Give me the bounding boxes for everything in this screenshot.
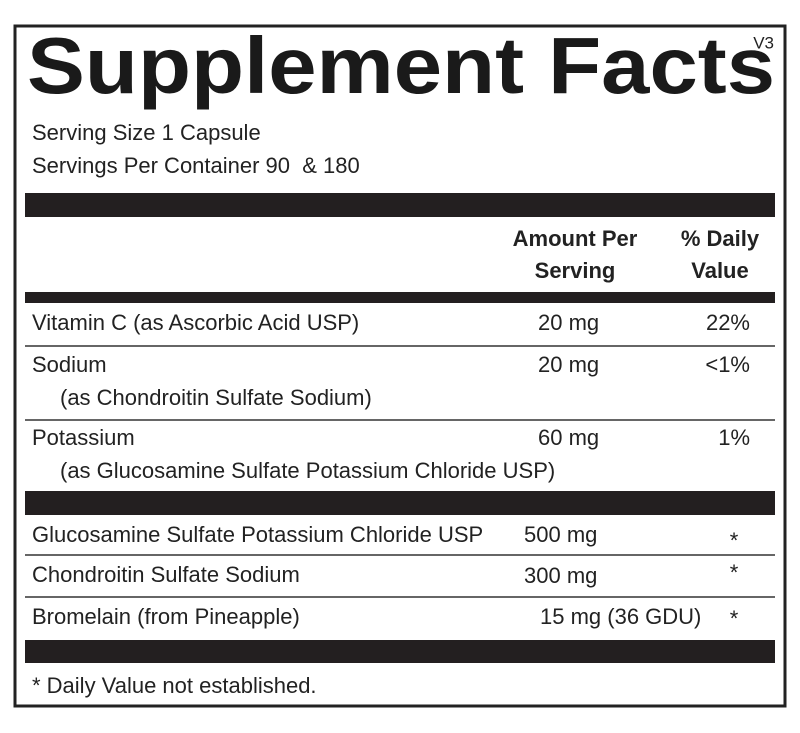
nutrient-source: (as Glucosamine Sulfate Potassium Chlori… — [60, 458, 555, 483]
divider-bar — [25, 193, 775, 217]
footnote: * Daily Value not established. — [32, 673, 317, 698]
version: V3 — [753, 33, 774, 52]
label-border — [13, 24, 787, 708]
ingredient-name: Chondroitin Sulfate Sodium — [32, 562, 300, 587]
nutrient-source: (as Chondroitin Sulfate Sodium) — [60, 385, 372, 410]
column-header: % Daily — [681, 226, 760, 251]
amount: 500 mg — [524, 522, 597, 547]
daily-value: * — [730, 528, 739, 553]
title: Supplement Facts — [27, 21, 775, 110]
amount: 15 mg (36 GDU) — [540, 604, 701, 629]
amount: 60 mg — [538, 425, 599, 450]
amount: 300 mg — [524, 563, 597, 588]
divider-bar — [25, 292, 775, 303]
nutrient-name: Sodium — [32, 352, 107, 377]
column-header: Amount Per — [513, 226, 638, 251]
daily-value: * — [730, 560, 739, 585]
daily-value: 1% — [718, 425, 750, 450]
daily-value: <1% — [705, 352, 750, 377]
column-header: Serving — [535, 258, 616, 283]
serving-size: Serving Size 1 Capsule — [32, 120, 261, 145]
column-header: Value — [691, 258, 748, 283]
servings-per-container: Servings Per Container 90 & 180 — [32, 153, 360, 178]
nutrient-name: Vitamin C (as Ascorbic Acid USP) — [32, 310, 359, 335]
daily-value: * — [730, 606, 739, 631]
nutrient-name: Potassium — [32, 425, 135, 450]
daily-value: 22% — [706, 310, 750, 335]
divider-bar — [25, 640, 775, 663]
ingredient-name: Bromelain (from Pineapple) — [32, 604, 300, 629]
divider-bar — [25, 491, 775, 515]
ingredient-name: Glucosamine Sulfate Potassium Chloride U… — [32, 522, 483, 547]
amount: 20 mg — [538, 352, 599, 377]
amount: 20 mg — [538, 310, 599, 335]
